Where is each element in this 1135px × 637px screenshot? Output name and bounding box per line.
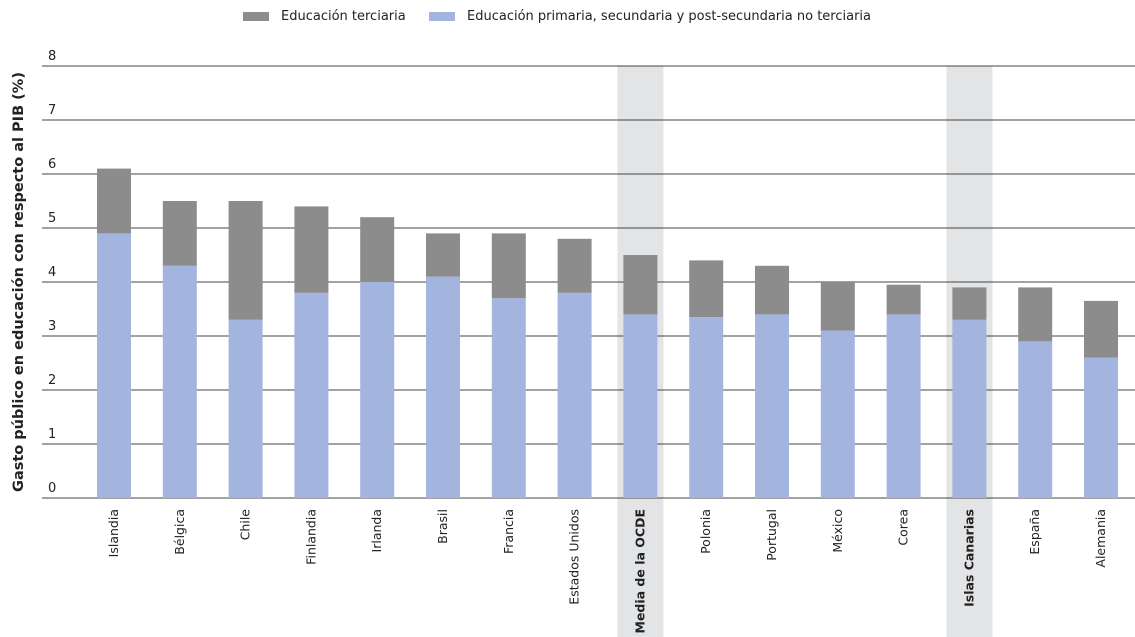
bar-mexico-terciaria	[820, 282, 855, 331]
bar-finlandia-terciaria	[294, 206, 329, 293]
x-axis-categories: Islandia Bélgica Chile Finlandia Irlanda Bras…	[106, 509, 1108, 634]
x-category-label-alemania: Alemania	[1093, 509, 1108, 568]
x-category-label-polonia: Polonia	[698, 509, 713, 554]
x-category-label-brasil: Brasil	[435, 509, 450, 544]
bar-estados-unidos-primaria	[557, 292, 592, 498]
legend-swatch-terciaria	[243, 12, 269, 21]
bar-alemania-primaria	[1084, 357, 1118, 498]
bar-espana-primaria	[1018, 341, 1053, 498]
highlight-bands	[617, 66, 993, 637]
bar-media-de-la-ocde-terciaria	[623, 255, 658, 315]
x-category-label-portugal: Portugal	[764, 509, 779, 561]
legend-label-terciaria: Educación terciaria	[281, 9, 406, 24]
y-axis-ticks: 0 1 2 3 4 5 6 7 8	[48, 49, 56, 496]
bar-francia-terciaria	[491, 233, 526, 299]
y-tick-label-3: 3	[48, 319, 56, 334]
bar-chile-terciaria	[228, 201, 263, 320]
x-category-label-islandia: Islandia	[106, 509, 121, 557]
bar-irlanda-primaria	[360, 282, 395, 498]
bar-islas-canarias-primaria	[952, 319, 987, 498]
bar-chile-primaria	[228, 319, 263, 498]
x-category-label-islas-canarias: Islas Canarias	[961, 509, 976, 607]
legend: Educación terciaria Educación primaria, …	[243, 9, 871, 24]
bar-francia-primaria	[491, 298, 526, 498]
bar-islandia-primaria	[97, 233, 131, 498]
x-category-label-media-de-la-ocde: Media de la OCDE	[632, 509, 647, 634]
bar-media-de-la-ocde-primaria	[623, 314, 658, 498]
bar-islandia-terciaria	[97, 168, 131, 234]
legend-label-primaria: Educación primaria, secundaria y post-se…	[467, 9, 871, 24]
bar-corea-terciaria	[886, 284, 921, 315]
bars	[97, 168, 1118, 498]
x-category-label-irlanda: Irlanda	[369, 509, 384, 552]
bar-corea-primaria	[886, 314, 921, 498]
y-axis-label: Gasto público en educación con respecto …	[11, 72, 27, 492]
bar-finlandia-primaria	[294, 292, 329, 498]
x-category-label-corea: Corea	[896, 509, 911, 546]
bar-polonia-terciaria	[689, 260, 724, 318]
bar-belgica-terciaria	[162, 201, 197, 266]
y-tick-label-2: 2	[48, 373, 56, 388]
legend-swatch-primaria	[429, 12, 455, 21]
y-tick-label-0: 0	[48, 481, 56, 496]
y-tick-label-8: 8	[48, 49, 56, 64]
x-category-label-finlandia: Finlandia	[303, 509, 318, 565]
x-category-label-francia: Francia	[501, 509, 516, 554]
bar-espana-terciaria	[1018, 287, 1053, 342]
bar-portugal-terciaria	[755, 265, 789, 315]
y-tick-label-5: 5	[48, 211, 56, 226]
bar-islas-canarias-terciaria	[952, 287, 987, 320]
bar-portugal-primaria	[755, 314, 789, 498]
x-category-label-estados-unidos: Estados Unidos	[567, 509, 582, 605]
bar-brasil-primaria	[426, 276, 460, 498]
bar-mexico-primaria	[820, 330, 855, 498]
bar-alemania-terciaria	[1084, 300, 1118, 358]
y-tick-label-6: 6	[48, 157, 56, 172]
bar-polonia-primaria	[689, 317, 724, 498]
y-tick-label-1: 1	[48, 427, 56, 442]
x-category-label-mexico: México	[830, 509, 845, 553]
x-category-label-espana: España	[1027, 509, 1042, 555]
y-tick-label-7: 7	[48, 103, 56, 118]
x-category-label-chile: Chile	[238, 509, 253, 541]
bar-belgica-primaria	[162, 265, 197, 498]
x-category-label-belgica: Bélgica	[172, 509, 187, 555]
y-tick-label-4: 4	[48, 265, 56, 280]
bar-irlanda-terciaria	[360, 217, 395, 282]
bar-brasil-terciaria	[426, 233, 460, 277]
bar-estados-unidos-terciaria	[557, 238, 592, 293]
